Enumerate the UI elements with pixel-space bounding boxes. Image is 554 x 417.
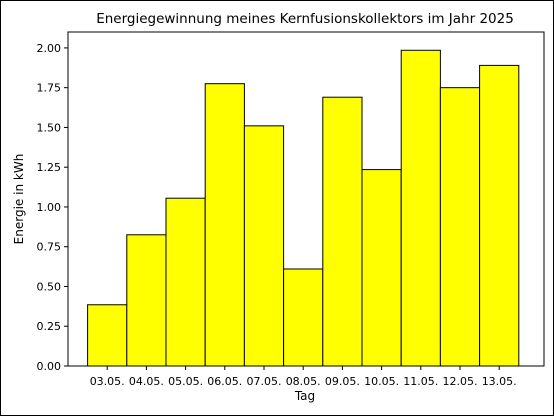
x-tick-label: 11.05. xyxy=(403,375,438,388)
bar-03.05 xyxy=(87,304,128,367)
y-tick-label: 0.75 xyxy=(37,241,62,254)
x-axis: 03.05. 04.05. 05.05. 06.05. 07.05. 08.05. 09.0… xyxy=(90,366,517,388)
y-tick-label: 0.50 xyxy=(37,280,62,293)
x-tick-label: 03.05. xyxy=(90,375,125,388)
bar-06.05 xyxy=(204,83,245,367)
y-tick-label: 2.00 xyxy=(37,42,62,55)
y-axis: 0.00 0.25 0.50 0.75 1.00 1.25 1.50 1.75 2.00 xyxy=(37,42,68,373)
chart-title: Energiegewinnung meines Kernfusionskolle… xyxy=(96,11,514,27)
bars-group xyxy=(87,49,520,367)
bar-10.05 xyxy=(361,169,402,367)
y-tick-label: 1.00 xyxy=(37,201,62,214)
bar-05.05 xyxy=(165,197,206,367)
x-tick-label: 10.05. xyxy=(364,375,399,388)
x-tick-label: 12.05. xyxy=(443,375,478,388)
y-tick-label: 1.50 xyxy=(37,121,62,134)
bar-08.05 xyxy=(283,268,324,367)
x-tick-label: 08.05. xyxy=(286,375,321,388)
bar-09.05 xyxy=(322,96,363,367)
x-tick-label: 13.05. xyxy=(482,375,517,388)
bar-13.05 xyxy=(479,64,520,367)
x-axis-label: Tag xyxy=(294,389,315,403)
y-tick-label: 0.00 xyxy=(37,360,62,373)
bar-11.05 xyxy=(400,49,441,367)
y-tick-label: 1.75 xyxy=(37,82,62,95)
bar-12.05 xyxy=(439,87,481,367)
bar-04.05 xyxy=(126,234,167,367)
y-tick-label: 0.25 xyxy=(37,320,62,333)
x-tick-label: 07.05. xyxy=(247,375,282,388)
x-tick-label: 06.05. xyxy=(207,375,242,388)
x-tick-label: 09.05. xyxy=(325,375,360,388)
y-axis-label: Energie in kWh xyxy=(12,154,26,245)
plot-frame xyxy=(67,31,545,367)
x-tick-label: 05.05. xyxy=(168,375,203,388)
bar-07.05 xyxy=(243,125,285,367)
y-tick-label: 1.25 xyxy=(37,161,62,174)
x-tick-label: 04.05. xyxy=(129,375,164,388)
